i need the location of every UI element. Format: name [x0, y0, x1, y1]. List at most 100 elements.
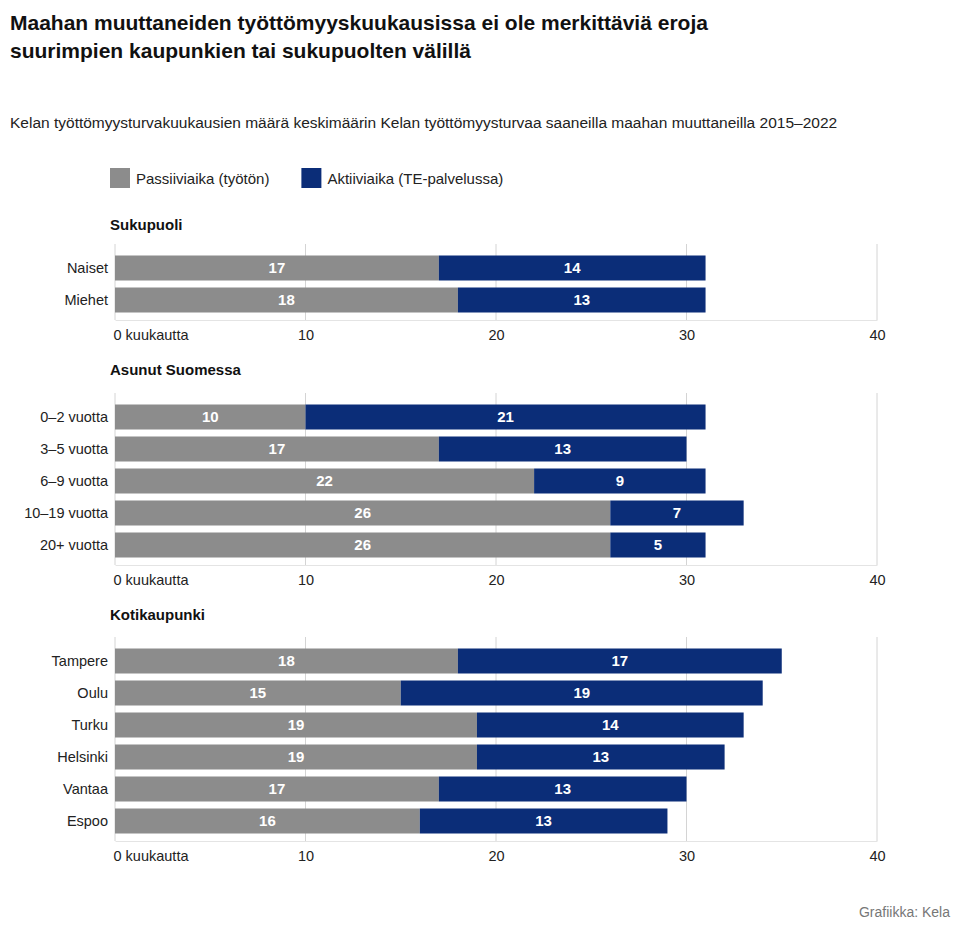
bar [439, 437, 687, 462]
data-label: 13 [573, 291, 590, 308]
data-label: 14 [602, 716, 619, 733]
category-label: Tampere [52, 653, 108, 669]
bar [439, 256, 706, 281]
x-axis: 0 kuukautta 10 20 30 40 [114, 565, 886, 588]
tick-label: 10 [298, 572, 314, 588]
data-label: 13 [535, 812, 552, 829]
category-label: 3–5 vuotta [40, 441, 109, 457]
bar [115, 405, 306, 430]
tick: 40 [869, 841, 885, 864]
tick: 0 kuukautta [114, 841, 190, 864]
category-label: 0–2 vuotta [40, 409, 109, 425]
legend-label: Passiiviaika (työtön) [136, 170, 269, 187]
data-label: 5 [654, 536, 662, 553]
bar [115, 469, 534, 494]
tick-label: 20 [488, 327, 504, 343]
tick-label: 0 kuukautta [114, 572, 190, 588]
panel: Asunut Suomessa102117132292672650–2 vuot… [24, 361, 885, 588]
tick: 20 [488, 320, 504, 343]
tick: 30 [679, 841, 695, 864]
bar [477, 713, 744, 738]
tick-label: 40 [869, 572, 885, 588]
data-label: 17 [269, 440, 286, 457]
tick: 40 [869, 320, 885, 343]
bar [458, 649, 782, 674]
chart: Maahan muuttaneiden työttömyyskuukausiss… [0, 0, 960, 934]
data-label: 14 [564, 259, 581, 276]
axis-line [116, 320, 878, 321]
tick: 10 [298, 841, 314, 864]
tick: 20 [488, 841, 504, 864]
source: Grafiikka: Kela [859, 904, 950, 920]
data-label: 10 [202, 408, 219, 425]
data-label: 21 [497, 408, 514, 425]
bar [115, 501, 610, 526]
tick: 10 [298, 565, 314, 588]
bar [115, 777, 439, 802]
bar [115, 713, 477, 738]
tick-label: 20 [488, 572, 504, 588]
bars [115, 649, 782, 834]
tick: 20 [488, 565, 504, 588]
tick-label: 0 kuukautta [114, 327, 190, 343]
bars [115, 256, 706, 313]
panel-title: Asunut Suomessa [110, 361, 242, 378]
data-label: 13 [554, 780, 571, 797]
category-label: Helsinki [57, 749, 108, 765]
category-label: 10–19 vuotta [24, 505, 109, 521]
bar [306, 405, 706, 430]
category-label: 20+ vuotta [40, 537, 109, 553]
legend-swatch [110, 168, 130, 188]
bar [458, 288, 706, 313]
data-label: 15 [250, 684, 267, 701]
category-label: Vantaa [63, 781, 109, 797]
tick-label: 10 [298, 327, 314, 343]
panel: Sukupuoli17141813NaisetMiehet0 kuukautta… [64, 216, 885, 343]
category-label: 6–9 vuotta [40, 473, 109, 489]
data-label: 17 [611, 652, 628, 669]
axis-line [116, 565, 878, 566]
tick: 0 kuukautta [114, 320, 190, 343]
category-label: Espoo [67, 813, 108, 829]
bars [115, 405, 744, 558]
data-label: 26 [354, 504, 371, 521]
data-labels: 181715191914191317131613 [250, 652, 629, 829]
data-label: 17 [269, 259, 286, 276]
data-labels: 10211713229267265 [202, 408, 681, 553]
tick-label: 20 [488, 848, 504, 864]
data-label: 13 [592, 748, 609, 765]
data-label: 9 [616, 472, 624, 489]
tick: 0 kuukautta [114, 565, 190, 588]
bar [439, 777, 687, 802]
bar [115, 437, 439, 462]
bar [610, 501, 743, 526]
category-label: Turku [71, 717, 108, 733]
tick: 30 [679, 565, 695, 588]
grid-line [877, 637, 878, 841]
bar [420, 809, 668, 834]
bar [115, 533, 610, 558]
bar [401, 681, 763, 706]
data-label: 19 [288, 716, 305, 733]
data-label: 7 [673, 504, 681, 521]
bar [115, 649, 458, 674]
data-label: 18 [278, 291, 295, 308]
tick-label: 30 [679, 327, 695, 343]
title: Maahan muuttaneiden työttömyyskuukausiss… [10, 11, 708, 62]
grid-line [877, 393, 878, 565]
bar [115, 681, 401, 706]
data-label: 19 [288, 748, 305, 765]
category-label: Miehet [64, 292, 108, 308]
grid-line [877, 244, 878, 320]
tick-label: 40 [869, 848, 885, 864]
category-label: Oulu [77, 685, 108, 701]
data-label: 17 [269, 780, 286, 797]
data-label: 26 [354, 536, 371, 553]
data-label: 13 [554, 440, 571, 457]
tick-label: 30 [679, 848, 695, 864]
tick-label: 30 [679, 572, 695, 588]
legend-label: Aktiiviaika (TE-palvelussa) [327, 170, 503, 187]
tick-label: 40 [869, 327, 885, 343]
legend-swatch [301, 168, 321, 188]
tick: 10 [298, 320, 314, 343]
